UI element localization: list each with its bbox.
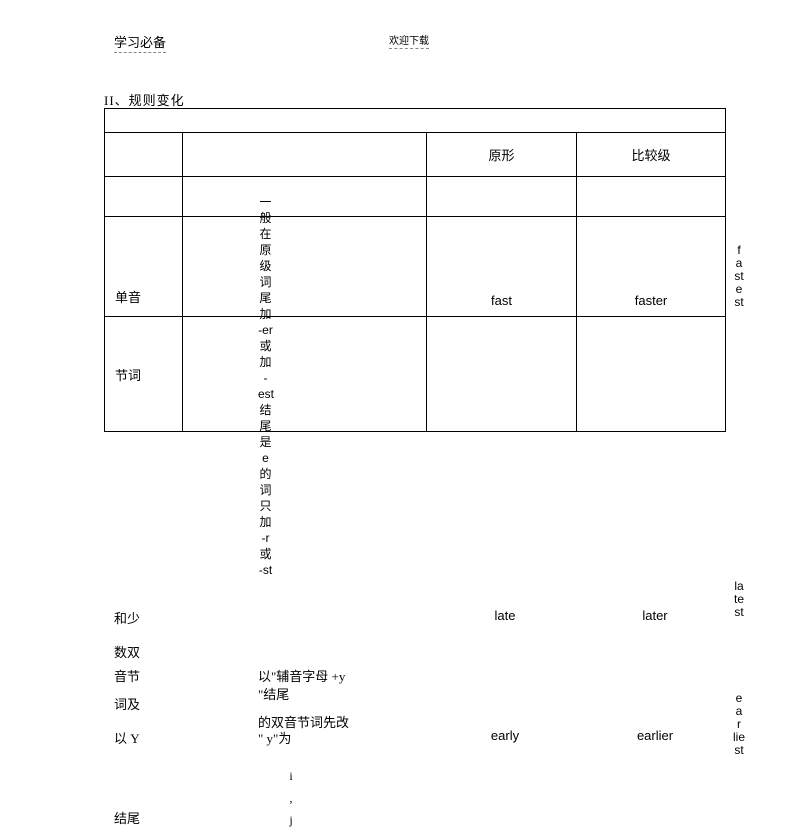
sup-late: latest <box>732 580 746 619</box>
vertical-rule-text: 一般在原级词尾加-er或加-est结尾是e的词只加-r或-st <box>258 194 273 578</box>
header-left: 学习必备 <box>114 32 166 53</box>
left-label-few: 和少 <box>114 608 140 627</box>
left-label-end: 结尾 <box>114 808 140 827</box>
cell-fast-orig: fast <box>427 217 577 316</box>
sup-fast: fastest <box>732 244 746 309</box>
table-row: 节词 <box>105 317 725 431</box>
left-label-double: 数双 <box>114 642 140 661</box>
rules-table: 原形 比较级 单音 fast faster 节词 <box>104 108 726 432</box>
section-title: II、规则变化 <box>104 90 185 109</box>
rule2-line4: " y"为 <box>258 728 291 747</box>
cell-early-comp: earlier <box>590 728 720 743</box>
tail-char-1: i <box>286 764 296 788</box>
tail-char-3: j <box>286 808 296 832</box>
tail-char-2: , <box>286 786 296 810</box>
cell-fast-comp: faster <box>577 217 725 316</box>
left-label-syl2: 音节 <box>114 666 140 685</box>
table-row <box>105 177 725 217</box>
table-row <box>105 109 725 133</box>
col-header-original: 原形 <box>427 133 577 176</box>
row-label-mono: 单音 <box>105 217 183 316</box>
left-label-yiy: 以 Y <box>114 728 140 747</box>
cell-late-comp: later <box>590 608 720 623</box>
rule2-line1: 以"辅音字母 +y <box>258 666 345 685</box>
sup-early: earliest <box>732 692 746 757</box>
cell-late-orig: late <box>430 608 580 623</box>
row-label-syllable: 节词 <box>105 317 183 431</box>
table-row: 原形 比较级 <box>105 133 725 177</box>
left-label-and: 词及 <box>114 694 140 713</box>
col-header-comparative: 比较级 <box>577 133 725 176</box>
cell-early-orig: early <box>430 728 580 743</box>
header-right: 欢迎下载 <box>389 32 429 49</box>
page-header: 学习必备 欢迎下载 <box>0 32 800 49</box>
rule2-line2: "结尾 <box>258 684 289 703</box>
table-row: 单音 fast faster <box>105 217 725 317</box>
